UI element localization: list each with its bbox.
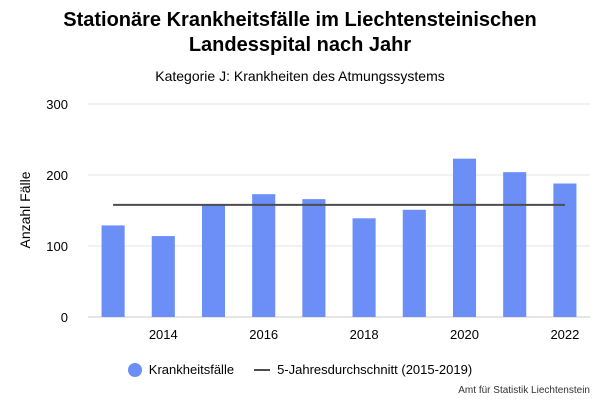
x-tick-label: 2014 xyxy=(149,327,178,342)
chart-title-line-2: Landesspital nach Jahr xyxy=(188,34,412,56)
bar[interactable] xyxy=(553,183,577,317)
x-tick-label: 2020 xyxy=(450,327,479,342)
legend-label-average: 5-Jahresdurchschnitt (2015-2019) xyxy=(277,362,473,377)
x-axis-ticks: 2014 2016 2018 2020 2022 xyxy=(149,327,580,342)
x-tick-label: 2018 xyxy=(350,327,379,342)
legend: Krankheitsfälle 5-Jahresdurchschnitt (20… xyxy=(0,362,600,377)
bar[interactable] xyxy=(352,218,376,317)
legend-item-cases[interactable]: Krankheitsfälle xyxy=(127,362,235,377)
legend-line-icon xyxy=(254,368,271,371)
bar[interactable] xyxy=(151,236,175,317)
chart-subtitle: Kategorie J: Krankheiten des Atmungssyst… xyxy=(155,68,445,84)
y-tick-label: 0 xyxy=(61,310,68,325)
bar-chart: 0 100 200 300 2014 2016 2018 2020 2022 Anzahl F… xyxy=(17,97,590,342)
bar[interactable] xyxy=(402,209,426,317)
bar[interactable] xyxy=(252,194,276,317)
bar[interactable] xyxy=(101,225,125,317)
chart-title-line-1: Stationäre Krankheitsfälle im Liechtenst… xyxy=(63,9,537,31)
legend-dot-icon xyxy=(127,362,142,377)
legend-item-average[interactable]: 5-Jahresdurchschnitt (2015-2019) xyxy=(254,362,472,377)
legend-label-cases: Krankheitsfälle xyxy=(148,362,235,377)
y-tick-label: 200 xyxy=(46,168,68,183)
chart-title: Stationäre Krankheitsfälle im Liechtenst… xyxy=(0,8,600,58)
x-tick-label: 2022 xyxy=(550,327,579,342)
x-tick-label: 2016 xyxy=(249,327,278,342)
source-credit: Amt für Statistik Liechtenstein xyxy=(458,385,590,396)
y-tick-label: 300 xyxy=(46,97,68,112)
y-axis-label: Anzahl Fälle xyxy=(17,171,33,248)
bar[interactable] xyxy=(452,158,477,317)
y-axis-ticks: 0 100 200 300 xyxy=(46,97,68,325)
bars xyxy=(101,158,577,317)
bar[interactable] xyxy=(503,172,527,317)
y-tick-label: 100 xyxy=(46,239,68,254)
bar[interactable] xyxy=(302,199,326,317)
bar[interactable] xyxy=(201,204,226,317)
